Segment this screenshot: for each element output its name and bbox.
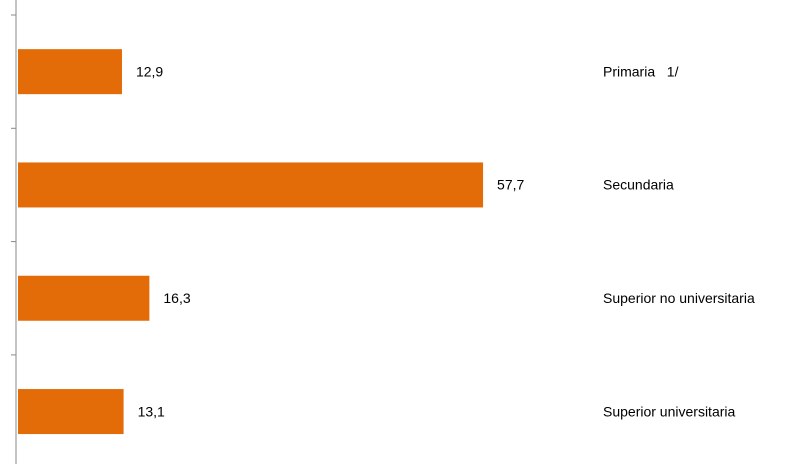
bar [18,389,124,435]
value-label: 16,3 [163,290,190,306]
bar [18,49,122,95]
category-label: Secundaria [603,177,674,193]
category-label: Superior no universitaria [603,290,755,306]
bar [18,275,150,321]
category-label: Primaria 1/ [603,63,679,79]
value-label: 13,1 [138,403,165,419]
value-label: 12,9 [136,63,163,79]
bar [18,162,484,208]
value-label: 57,7 [497,177,524,193]
category-label: Superior universitaria [603,403,735,419]
